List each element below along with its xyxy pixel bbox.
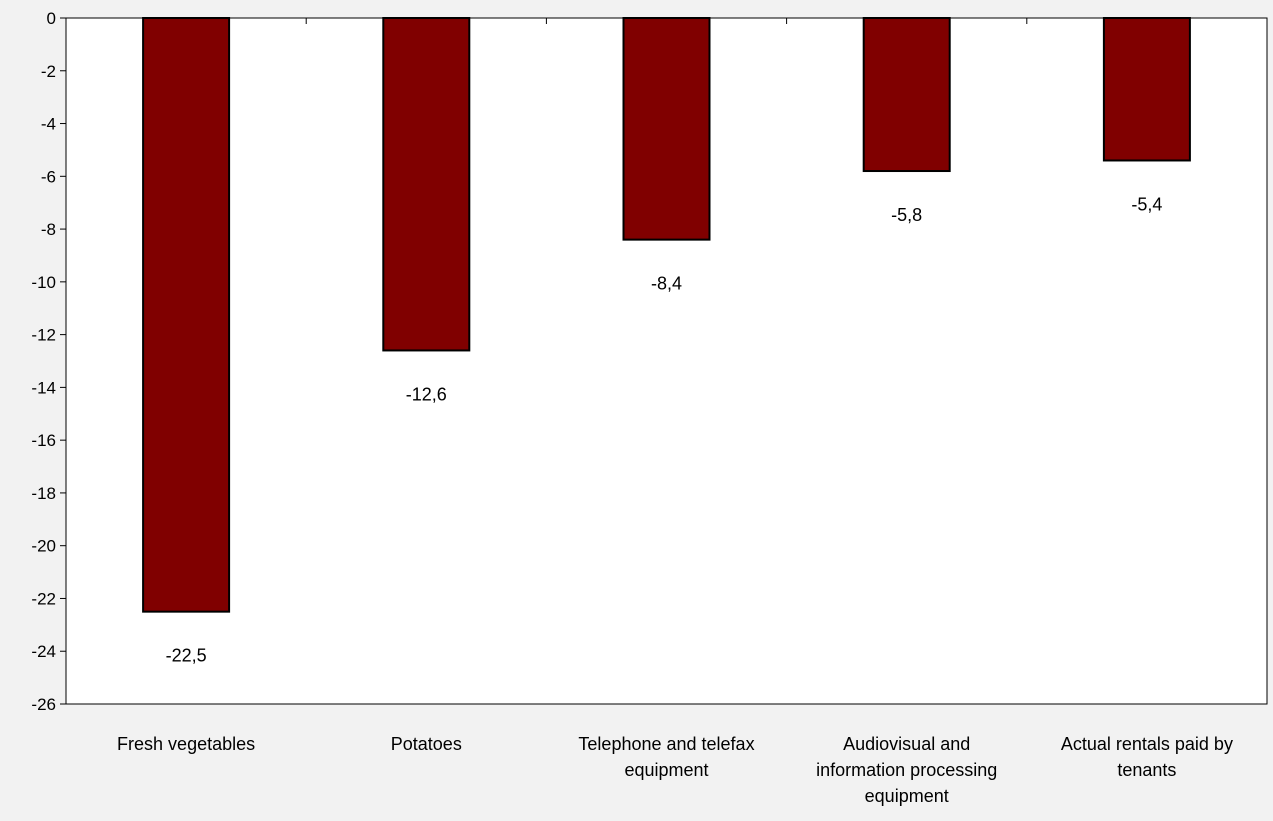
x-category-label: Telephone and telefax equipment — [578, 734, 754, 780]
y-tick-label: -20 — [31, 537, 56, 556]
data-label: -22,5 — [166, 646, 207, 666]
x-category-label-line: equipment — [624, 760, 708, 780]
x-category-label-line: Potatoes — [391, 734, 462, 754]
bar — [382, 17, 471, 352]
data-label: -8,4 — [651, 274, 682, 294]
x-category-label-line: Telephone and telefax — [578, 734, 754, 754]
bar — [1102, 17, 1191, 162]
y-tick-label: -2 — [41, 62, 56, 81]
y-tick-label: -6 — [41, 167, 56, 186]
y-axis: 0 -2 -4 -6 -8 -10 -12 -14 -16 -18 -20 -22 -24 -26 — [31, 9, 67, 714]
x-category-label-line: Audiovisual and — [843, 734, 970, 754]
bar — [862, 17, 951, 173]
y-tick-label: 0 — [47, 9, 56, 28]
data-label: -5,4 — [1131, 194, 1162, 214]
y-tick-label: -22 — [31, 589, 56, 608]
y-tick-label: -26 — [31, 695, 56, 714]
y-tick-label: -8 — [41, 220, 56, 239]
x-category-label-line: Actual rentals paid by — [1061, 734, 1233, 754]
data-label: -12,6 — [406, 384, 447, 404]
y-tick-label: -16 — [31, 431, 56, 450]
y-tick-label: -18 — [31, 484, 56, 503]
data-labels: -22,5 -12,6 -8,4 -5,8 -5,4 — [166, 194, 1163, 665]
bar — [142, 17, 231, 613]
x-category-label-line: Fresh vegetables — [117, 734, 255, 754]
data-label: -5,8 — [891, 205, 922, 225]
y-tick-label: -24 — [31, 642, 56, 661]
y-tick-label: -4 — [41, 115, 56, 134]
x-category-label: Potatoes — [391, 734, 462, 754]
y-tick-label: -10 — [31, 273, 56, 292]
y-tick-label: -12 — [31, 326, 56, 345]
x-category-label: Actual rentals paid by tenants — [1061, 734, 1233, 780]
x-category-label: Fresh vegetables — [117, 734, 255, 754]
bar-series — [142, 17, 1191, 613]
x-category-label: Audiovisual and information processing equ… — [816, 734, 997, 806]
x-axis: Fresh vegetables Potatoes Telephone and te… — [65, 18, 1268, 806]
x-category-label-line: tenants — [1117, 760, 1176, 780]
x-category-label-line: information processing — [816, 760, 997, 780]
bar — [622, 17, 711, 241]
y-tick-label: -14 — [31, 378, 56, 397]
x-category-label-line: equipment — [865, 786, 949, 806]
